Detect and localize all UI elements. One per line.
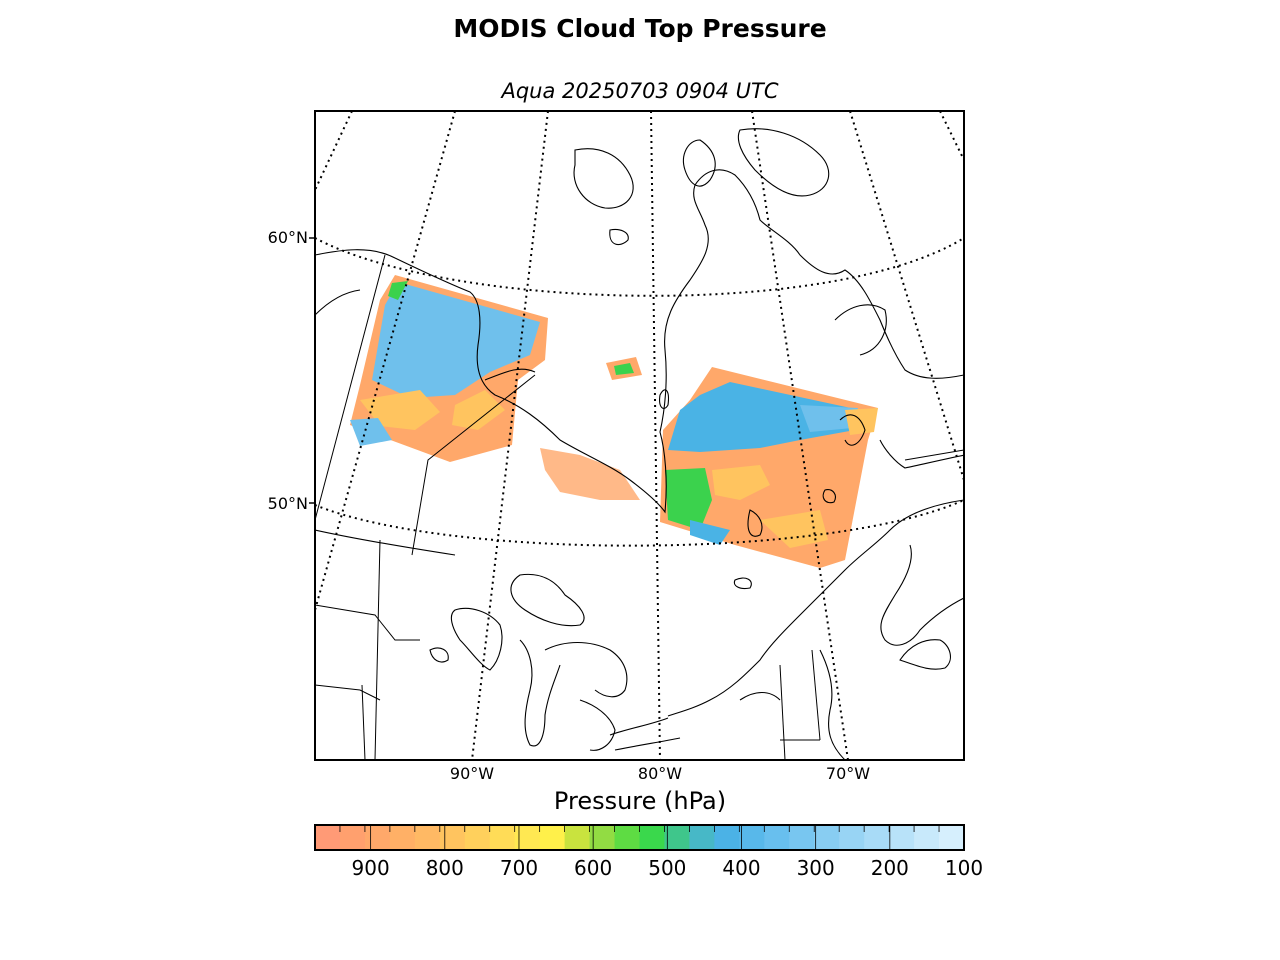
- colorbar-segment: [639, 825, 665, 850]
- colorbar-segment: [614, 825, 640, 850]
- colorbar-segment: [664, 825, 690, 850]
- lon-label-90w: 90°W: [449, 764, 495, 783]
- colorbar-segment: [564, 825, 591, 850]
- colorbar-tick-label: 500: [648, 856, 687, 880]
- colorbar-segment: [739, 825, 765, 850]
- colorbar-tick-label: 900: [351, 856, 390, 880]
- colorbar-tick-label: 200: [870, 856, 909, 880]
- map-frame: [314, 110, 965, 761]
- colorbar-segment: [514, 825, 541, 850]
- colorbar-segment: [439, 825, 466, 850]
- colorbar-tick-label: 100: [944, 856, 984, 880]
- colorbar-segment: [589, 825, 616, 850]
- colorbar-tick-label: 300: [796, 856, 835, 880]
- colorbar-label: Pressure (hPa): [553, 787, 727, 815]
- colorbar-segment: [315, 825, 341, 850]
- lat-label-60n: 60°N: [267, 228, 308, 247]
- map-area: [315, 111, 964, 760]
- colorbar-segment: [464, 825, 491, 850]
- colorbar-segment: [689, 825, 715, 850]
- colorbar-segment: [914, 825, 940, 850]
- colorbar-segment: [489, 825, 516, 850]
- colorbar-segment: [339, 825, 366, 850]
- colorbar-segment: [939, 825, 965, 850]
- colorbar-segment: [814, 825, 840, 850]
- colorbar-tick-label: 800: [425, 856, 464, 880]
- colorbar-segment: [389, 825, 416, 850]
- colorbar: [314, 824, 965, 851]
- graticule: [315, 111, 964, 760]
- colorbar-segment: [764, 825, 790, 850]
- colorbar-segment: [864, 825, 890, 850]
- colorbar-segment: [889, 825, 915, 850]
- figure-title: MODIS Cloud Top Pressure: [453, 14, 827, 43]
- colorbar-segment: [714, 825, 740, 850]
- cloud-swath-west: [350, 275, 642, 500]
- cloud-swath-east: [660, 367, 878, 568]
- colorbar-segment: [839, 825, 865, 850]
- lat-label-50n: 50°N: [267, 494, 308, 513]
- lon-label-80w: 80°W: [637, 764, 683, 783]
- colorbar-segment: [539, 825, 566, 850]
- figure-subtitle: Aqua 20250703 0904 UTC: [501, 79, 779, 103]
- colorbar-segment: [364, 825, 391, 850]
- colorbar-segment: [789, 825, 815, 850]
- colorbar-segment: [414, 825, 441, 850]
- colorbar-tick-label: 600: [574, 856, 613, 880]
- lon-label-70w: 70°W: [825, 764, 871, 783]
- borders: [315, 254, 964, 760]
- coastlines: [315, 128, 964, 760]
- colorbar-tick-label: 400: [722, 856, 761, 880]
- colorbar-tick-label: 700: [499, 856, 539, 880]
